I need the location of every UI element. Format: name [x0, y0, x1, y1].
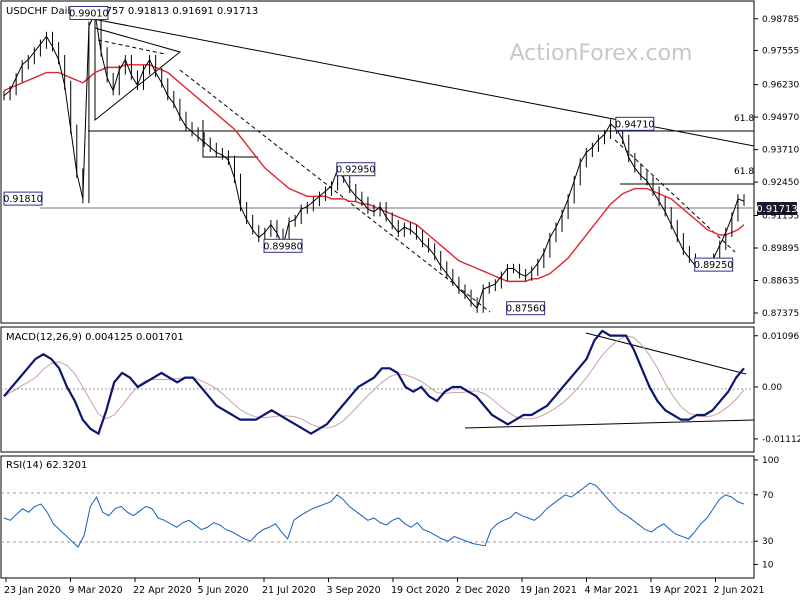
macd-line: [3, 329, 745, 436]
rsi-y-tick-label: 30: [762, 537, 774, 547]
price-y-tick-label: 0.97555: [762, 46, 799, 56]
dashed-trendline-1: [179, 69, 491, 313]
rsi-panel-title: RSI(14) 62.3201: [6, 460, 87, 471]
price-callout-box: [3, 191, 43, 206]
price-callout-label: 0.87560: [506, 304, 545, 315]
price-y-tick-label: 0.92450: [762, 178, 799, 188]
price-panel-title: USDCHF Daily 0.91757 0.91813 0.91691 0.9…: [6, 6, 258, 17]
price-y-axis: 0.98785 0.97555 0.96230 0.94970 0.93710 0.924…: [754, 15, 799, 319]
fib-label: 61.8: [734, 167, 754, 177]
x-tick-label: 3 Sep 2020: [327, 585, 381, 596]
macd-signal-line-group: [3, 335, 745, 429]
rsi-line: [3, 482, 745, 548]
rsi-guides: [1, 492, 754, 543]
macd-y-axis: 0.010967 0.00 -0.011127: [754, 332, 800, 445]
price-y-tick-label: 0.96230: [762, 81, 799, 91]
x-axis: 23 Jan 2020 9 Mar 2020 22 Apr 2020 5 Jun 20…: [4, 578, 765, 596]
price-line-group: [3, 8, 745, 313]
price-callout-label: 0.89250: [694, 260, 733, 271]
price-annotations: [40, 17, 755, 313]
macd-signal-line: [3, 335, 745, 429]
ohlc-readout: 0.91757 0.91813 0.91691 0.91713: [83, 6, 258, 17]
macd-panel-title: MACD(12,26,9) 0.004125 0.001701: [6, 332, 184, 343]
rsi-y-tick-label: 70: [762, 491, 774, 501]
macd-annotations: [1, 332, 755, 429]
price-y-tick-label: 0.93710: [762, 146, 799, 156]
x-tick-label: 21 Jul 2020: [262, 585, 316, 596]
price-callout-box: [694, 257, 734, 272]
price-y-tick-label: 0.88635: [762, 276, 799, 286]
price-callout-label: 0.91810: [3, 194, 42, 205]
macd-y-tick-label: -0.011127: [762, 435, 800, 445]
macd-resistance-line: [585, 332, 747, 375]
x-tick-label: 19 Oct 2020: [391, 585, 450, 596]
rsi-line-group: [3, 482, 745, 548]
price-callout-label: 0.94710: [615, 119, 654, 130]
x-tick-label: 23 Jan 2020: [4, 585, 61, 596]
price-callout-box: [263, 238, 303, 253]
x-tick-label: 19 Apr 2021: [649, 585, 708, 596]
price-close-line: [3, 11, 745, 310]
macd-support-line: [464, 419, 755, 429]
fib-label: 61.8: [734, 114, 754, 124]
last-price-label: 0.91713: [756, 204, 797, 215]
x-tick-label: 2 Jun 2021: [714, 585, 765, 596]
macd-y-tick-label: 0.010967: [762, 332, 800, 342]
price-callout-box: [615, 116, 655, 131]
x-tick-label: 2 Dec 2020: [456, 585, 511, 596]
x-tick-label: 5 Jun 2020: [198, 585, 249, 596]
price-y-tick-label: 0.91155: [762, 212, 799, 222]
price-callouts: 0.99010 0.91810 0.92950 0.89980 0.87560 0.947…: [3, 5, 734, 316]
price-callout-box: [506, 301, 546, 316]
price-panel-frame: [0, 0, 755, 324]
rsi-panel-frame: [0, 455, 755, 579]
fib-labels: 61.8 61.8: [734, 114, 754, 177]
price-y-tick-label: 0.94970: [762, 113, 799, 123]
price-callout-label: 0.89980: [263, 241, 302, 252]
price-callout-label: 0.92950: [336, 165, 375, 176]
x-tick-label: 4 Mar 2021: [585, 585, 639, 596]
dashed-trendline-2: [614, 139, 736, 253]
watermark: ActionForex.com: [510, 41, 693, 66]
price-callout-box: [69, 5, 109, 20]
symbol-label: USDCHF Daily: [6, 6, 76, 17]
macd-y-tick-label: 0.00: [762, 383, 782, 393]
x-tick-label: 22 Apr 2020: [133, 585, 192, 596]
rsi-y-tick-label: 100: [762, 456, 779, 466]
price-y-tick-label: 0.89895: [762, 244, 799, 254]
x-tick-label: 19 Jan 2021: [520, 585, 577, 596]
box-pattern: [202, 120, 258, 158]
price-y-tick-label: 0.87375: [762, 309, 799, 319]
macd-line-group: [3, 329, 745, 436]
price-callout-label: 0.99010: [69, 8, 108, 19]
rsi-y-axis: 100 70 30 10: [754, 456, 779, 570]
dashed-trendline-3: [97, 39, 166, 55]
price-y-tick-label: 0.98785: [762, 15, 799, 25]
last-price-marker: 0.91713: [756, 202, 798, 215]
price-callout-box: [336, 162, 376, 177]
x-tick-label: 9 Mar 2020: [69, 585, 123, 596]
last-price-box: [757, 202, 797, 215]
rsi-y-tick-label: 10: [762, 560, 774, 570]
